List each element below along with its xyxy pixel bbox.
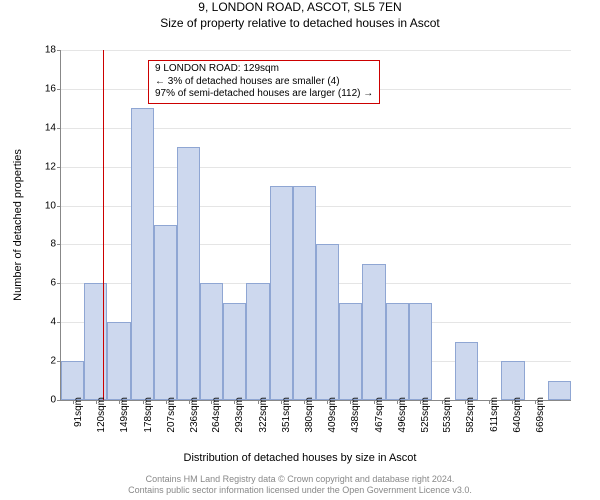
footer-line-1: Contains HM Land Registry data © Crown c… bbox=[0, 474, 600, 485]
histogram-bar bbox=[270, 186, 293, 400]
x-tick-label: 236sqm bbox=[189, 397, 200, 433]
annotation-box: 9 LONDON ROAD: 129sqm ← 3% of detached h… bbox=[148, 60, 380, 104]
histogram-bar bbox=[339, 303, 362, 400]
y-tick-label: 18 bbox=[31, 45, 56, 56]
x-tick-label: 149sqm bbox=[119, 397, 130, 433]
histogram-bar bbox=[455, 342, 478, 400]
histogram-bar bbox=[61, 361, 84, 400]
x-tick-label: 553sqm bbox=[442, 397, 453, 433]
y-tick-label: 8 bbox=[31, 239, 56, 250]
y-tick-mark bbox=[57, 167, 61, 168]
gridline bbox=[61, 50, 571, 51]
footer-line-2: Contains public sector information licen… bbox=[0, 485, 600, 496]
y-tick-mark bbox=[57, 400, 61, 401]
annotation-line-1: 9 LONDON ROAD: 129sqm bbox=[155, 63, 373, 76]
y-tick-label: 10 bbox=[31, 200, 56, 211]
x-tick-label: 120sqm bbox=[96, 397, 107, 433]
x-tick-label: 351sqm bbox=[281, 397, 292, 433]
x-tick-label: 438sqm bbox=[350, 397, 361, 433]
annotation-line-2: ← 3% of detached houses are smaller (4) bbox=[155, 76, 373, 89]
footer: Contains HM Land Registry data © Crown c… bbox=[0, 474, 600, 496]
y-tick-mark bbox=[57, 206, 61, 207]
y-axis-label: Number of detached properties bbox=[12, 149, 24, 301]
x-tick-label: 207sqm bbox=[166, 397, 177, 433]
histogram-bar bbox=[200, 283, 223, 400]
y-tick-mark bbox=[57, 50, 61, 51]
x-tick-label: 293sqm bbox=[234, 397, 245, 433]
y-tick-mark bbox=[57, 322, 61, 323]
y-tick-label: 16 bbox=[31, 83, 56, 94]
histogram-bar bbox=[548, 381, 571, 400]
marker-line bbox=[103, 50, 104, 400]
x-tick-label: 91sqm bbox=[73, 397, 84, 427]
histogram-bar bbox=[177, 147, 200, 400]
chart-title: 9, LONDON ROAD, ASCOT, SL5 7EN bbox=[0, 0, 600, 14]
y-tick-mark bbox=[57, 89, 61, 90]
histogram-bar bbox=[107, 322, 130, 400]
x-tick-label: 640sqm bbox=[512, 397, 523, 433]
histogram-bar bbox=[316, 244, 339, 400]
x-tick-label: 525sqm bbox=[420, 397, 431, 433]
y-tick-label: 0 bbox=[31, 395, 56, 406]
x-tick-label: 582sqm bbox=[465, 397, 476, 433]
y-tick-label: 4 bbox=[31, 317, 56, 328]
histogram-bar bbox=[386, 303, 409, 400]
histogram-bar bbox=[223, 303, 246, 400]
x-tick-label: 178sqm bbox=[143, 397, 154, 433]
histogram-bar bbox=[501, 361, 524, 400]
histogram-bar bbox=[293, 186, 316, 400]
x-tick-label: 669sqm bbox=[535, 397, 546, 433]
x-tick-label: 264sqm bbox=[211, 397, 222, 433]
histogram-bar bbox=[131, 108, 154, 400]
histogram-bar bbox=[246, 283, 269, 400]
y-tick-label: 12 bbox=[31, 161, 56, 172]
chart-subtitle: Size of property relative to detached ho… bbox=[0, 16, 600, 30]
x-tick-label: 409sqm bbox=[327, 397, 338, 433]
x-tick-label: 496sqm bbox=[397, 397, 408, 433]
y-tick-mark bbox=[57, 244, 61, 245]
y-tick-mark bbox=[57, 128, 61, 129]
x-axis-label: Distribution of detached houses by size … bbox=[0, 452, 600, 464]
chart-area: 02468101214161891sqm120sqm149sqm178sqm20… bbox=[60, 50, 570, 400]
histogram-bar bbox=[154, 225, 177, 400]
x-tick-label: 467sqm bbox=[374, 397, 385, 433]
y-tick-label: 6 bbox=[31, 278, 56, 289]
x-tick-label: 611sqm bbox=[489, 397, 500, 432]
histogram-bar bbox=[362, 264, 385, 400]
y-tick-label: 2 bbox=[31, 356, 56, 367]
x-tick-label: 380sqm bbox=[304, 397, 315, 433]
y-tick-mark bbox=[57, 283, 61, 284]
x-tick-label: 322sqm bbox=[258, 397, 269, 433]
y-tick-label: 14 bbox=[31, 122, 56, 133]
histogram-bar bbox=[409, 303, 432, 400]
annotation-line-3: 97% of semi-detached houses are larger (… bbox=[155, 88, 373, 101]
